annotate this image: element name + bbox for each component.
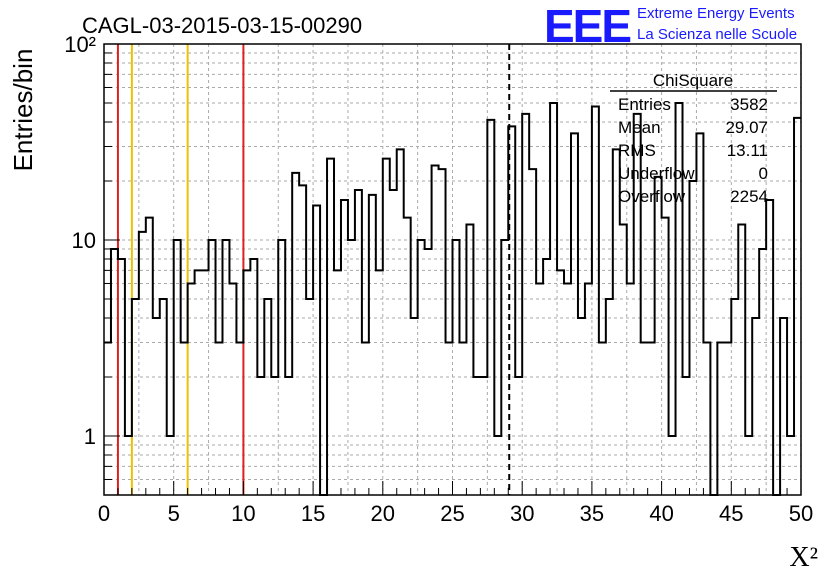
x-axis-label: X² — [789, 542, 818, 572]
x-tick-label: 30 — [510, 501, 534, 526]
histogram-series — [104, 102, 801, 496]
x-tick-label: 15 — [301, 501, 325, 526]
stats-value-overflow: 2254 — [730, 187, 768, 206]
x-tick-label: 40 — [649, 501, 673, 526]
x-tick-label: 50 — [789, 501, 813, 526]
y-tick-label: 10² — [64, 32, 96, 57]
logo-line2: La Scienza nelle Scuole — [637, 26, 797, 43]
y-tick-label: 10 — [72, 228, 96, 253]
logo-line1: Extreme Energy Events — [637, 5, 795, 22]
chart-title: CAGL-03-2015-03-15-00290 — [82, 13, 362, 38]
stats-label-mean: Mean — [618, 118, 661, 137]
x-tick-label: 25 — [440, 501, 464, 526]
stats-label-entries: Entries — [618, 95, 671, 114]
stats-value-underflow: 0 — [759, 164, 768, 183]
axes — [103, 43, 802, 496]
x-tick-label: 5 — [168, 501, 180, 526]
y-axis-label: Entries/bin — [8, 49, 38, 172]
y-tick-label: 1 — [84, 424, 96, 449]
x-tick-label: 35 — [580, 501, 604, 526]
stats-box: ChiSquare Entries 3582 Mean 29.07 RMS 13… — [610, 71, 777, 206]
x-tick-label: 10 — [231, 501, 255, 526]
stats-title: ChiSquare — [653, 71, 733, 90]
tick-labels: 0 5 10 15 20 25 30 35 40 45 50 1 10 10² — [64, 32, 813, 526]
x-tick-label: 45 — [719, 501, 743, 526]
stats-value-rms: 13.11 — [727, 141, 768, 160]
x-tick-label: 0 — [98, 501, 110, 526]
stats-label-rms: RMS — [618, 141, 656, 160]
stats-label-overflow: Overflow — [618, 187, 686, 206]
stats-label-underflow: Underflow — [618, 164, 695, 183]
x-tick-label: 20 — [371, 501, 395, 526]
stats-value-mean: 29.07 — [725, 118, 768, 137]
stats-value-entries: 3582 — [730, 95, 768, 114]
